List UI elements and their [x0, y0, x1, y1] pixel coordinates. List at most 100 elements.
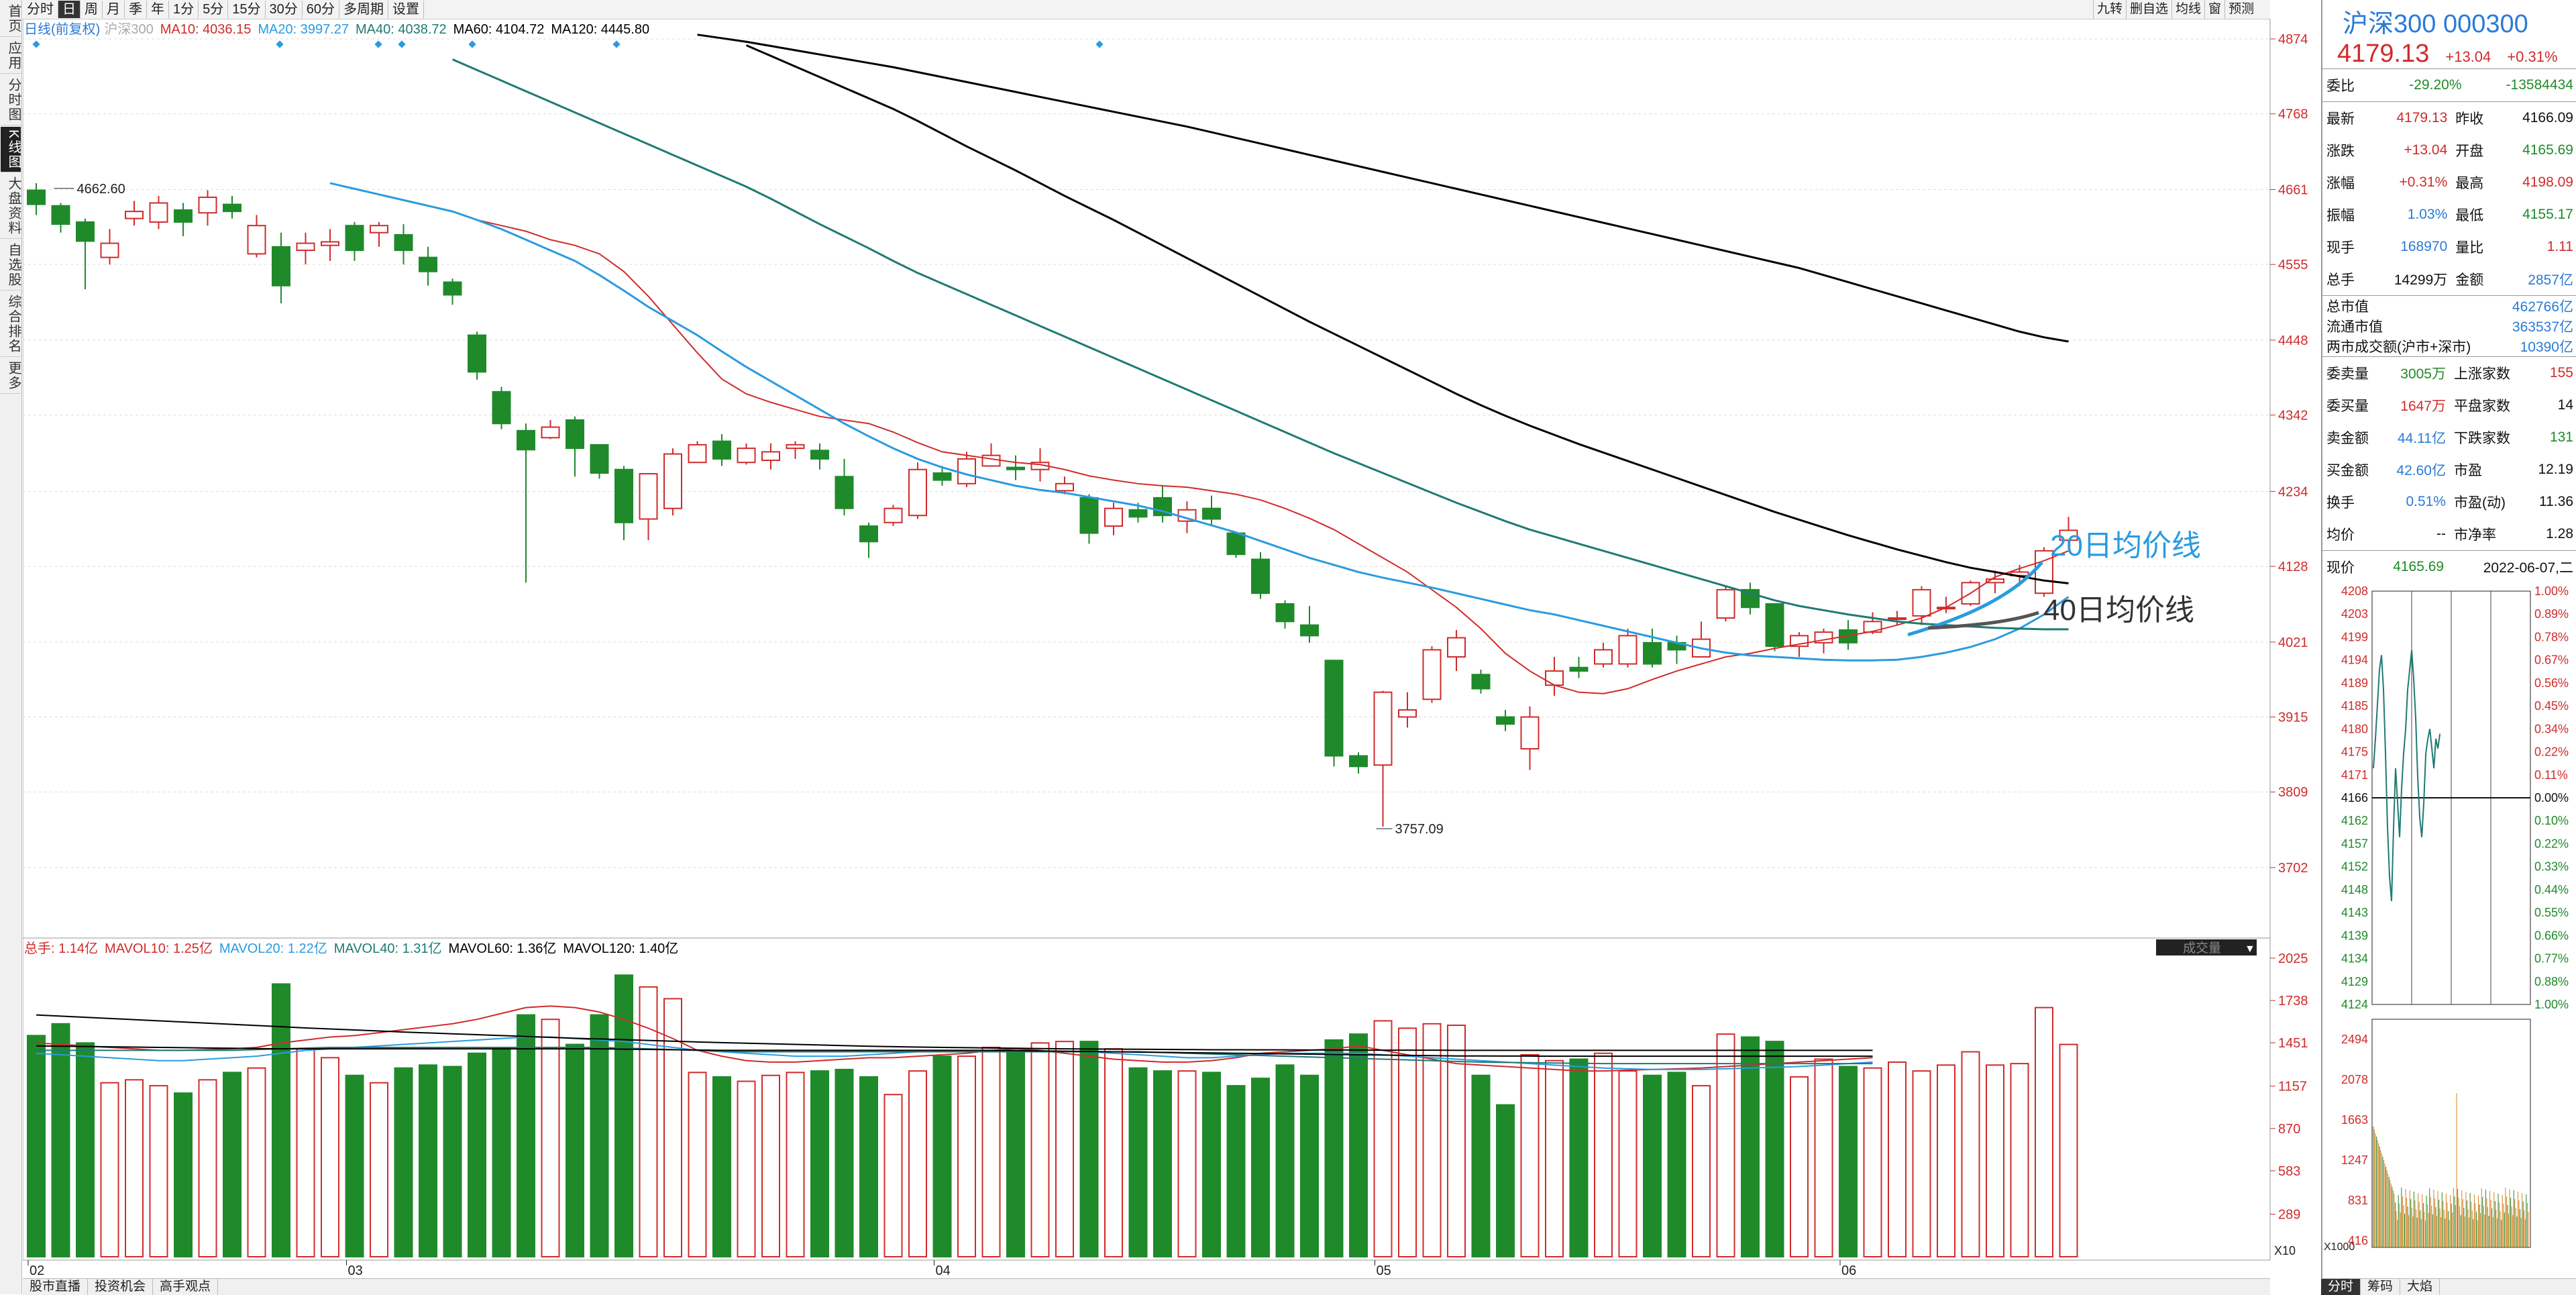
candle-body [1717, 590, 1735, 618]
left-nav-4[interactable]: 大盘资料 [1, 174, 21, 239]
legend-item: MA120: 4445.80 [551, 22, 649, 37]
quote-label: 均价 [2322, 518, 2382, 550]
y-tick-label: 4234 [2278, 484, 2308, 499]
right-bottom-tab-2[interactable]: 大焰 [2400, 1279, 2440, 1295]
candle-body [1105, 509, 1122, 526]
left-nav-6[interactable]: 综合排名 [1, 292, 21, 357]
left-nav-7[interactable]: 更多 [1, 358, 21, 394]
tool-button-0[interactable]: 九转 [2093, 0, 2126, 19]
period-tab-2[interactable]: 周 [80, 1, 103, 18]
volume-bar [223, 1072, 241, 1257]
left-nav-5[interactable]: 自选股 [1, 240, 21, 291]
y-tick-label: 3915 [2278, 711, 2308, 725]
candle-body [1546, 671, 1563, 685]
quote-label: 委卖量 [2322, 357, 2382, 390]
volume-bar [52, 1024, 70, 1257]
tool-button-1[interactable]: 删自选 [2126, 0, 2171, 19]
current-value: 4165.69 [2370, 551, 2448, 584]
volume-bar [1326, 1040, 1343, 1257]
volume-bar [1962, 1052, 1980, 1257]
quote-label: 总手 [2322, 263, 2370, 295]
candle-body [1766, 604, 1784, 646]
intraday-vol-tick: 831 [2348, 1194, 2368, 1207]
volume-bar [1472, 1076, 1490, 1257]
y-tick-label: 4874 [2278, 32, 2308, 47]
period-tab-1[interactable]: 日 [58, 1, 80, 18]
quote-value: 0.51% [2382, 486, 2450, 518]
period-tab-9[interactable]: 30分 [266, 1, 303, 18]
volume-bar [1350, 1034, 1367, 1257]
intraday-pct-tick: 1.00% [2534, 998, 2569, 1011]
volume-bar [1521, 1055, 1539, 1257]
period-tab-5[interactable]: 年 [147, 1, 169, 18]
volume-bar [1203, 1072, 1220, 1257]
intraday-vol-tick: 1663 [2341, 1113, 2368, 1127]
tool-button-3[interactable]: 窗 [2204, 0, 2224, 19]
intraday-price-tick: 4157 [2341, 837, 2368, 850]
bottom-tab-2[interactable]: 高手观点 [153, 1279, 218, 1295]
volume-bar [297, 1049, 315, 1257]
candle-body [566, 420, 584, 448]
weibi-diff: -13584434 [2466, 69, 2576, 102]
period-tab-8[interactable]: 15分 [228, 1, 265, 18]
period-tab-0[interactable]: 分时 [23, 1, 58, 18]
left-nav-1[interactable]: 应用 [1, 38, 21, 74]
bottom-tab-1[interactable]: 投资机会 [88, 1279, 153, 1295]
intraday-price-tick: 4175 [2341, 745, 2368, 759]
current-label: 现价 [2322, 551, 2370, 584]
left-nav-0[interactable]: 首页 [1, 1, 21, 37]
quote-label: 买金额 [2322, 454, 2382, 486]
volume-bar [664, 998, 682, 1257]
quote-panel: 沪深300 000300 4179.13 +13.04 +0.31% 委比 -2… [2321, 0, 2576, 1294]
ma20-annotation: 20日均价线 [2050, 529, 2201, 562]
quote-label: 量比 [2451, 231, 2499, 263]
intraday-price-tick: 4199 [2341, 630, 2368, 643]
period-tab-12[interactable]: 设置 [388, 1, 424, 18]
period-tab-6[interactable]: 1分 [169, 1, 199, 18]
intraday-vol-tick: 1247 [2341, 1153, 2368, 1167]
vol-tick-label: 870 [2278, 1122, 2300, 1137]
period-tab-11[interactable]: 多周期 [339, 1, 388, 18]
x-tick-label: 03 [348, 1263, 363, 1278]
volume-bar [983, 1047, 1000, 1257]
volume-bar [566, 1045, 584, 1257]
quote-label: 最高 [2451, 166, 2499, 199]
period-tab-4[interactable]: 季 [125, 1, 147, 18]
intraday-price-tick: 4185 [2341, 699, 2368, 713]
volume-bar [419, 1065, 437, 1257]
quote-value: 4165.69 [2500, 134, 2576, 166]
volume-bar [1056, 1041, 1073, 1257]
period-tab-10[interactable]: 60分 [303, 1, 339, 18]
period-tab-7[interactable]: 5分 [199, 1, 228, 18]
candle-body [1619, 635, 1637, 664]
quote-label: 上涨家数 [2450, 357, 2526, 390]
current-date: 2022-06-07,二 [2448, 551, 2576, 584]
quote-change: +13.04 [2445, 48, 2491, 66]
volume-bar [321, 1057, 339, 1257]
candle-body [1130, 510, 1147, 517]
cap-label: 流通市值 [2322, 316, 2498, 336]
candle-body [836, 476, 853, 508]
quote-value: 11.36 [2526, 486, 2576, 518]
candle-body [395, 235, 413, 250]
period-tab-3[interactable]: 月 [103, 1, 125, 18]
intraday-price-tick: 4180 [2341, 722, 2368, 735]
quote-value: +13.04 [2370, 134, 2451, 166]
volume-bar [787, 1072, 804, 1257]
tool-button-2[interactable]: 均线 [2171, 0, 2204, 19]
legend-item: MA10: 4036.15 [160, 22, 252, 37]
right-bottom-tab-1[interactable]: 筹码 [2361, 1279, 2400, 1295]
chevron-down-icon: ▼ [2245, 943, 2255, 955]
intraday-pct-tick: 0.22% [2534, 745, 2569, 759]
intraday-price-tick: 4148 [2341, 883, 2368, 896]
volume-bar [468, 1053, 486, 1257]
bottom-tab-0[interactable]: 股市直播 [23, 1279, 88, 1295]
candle-body [346, 225, 364, 250]
right-bottom-tab-0[interactable]: 分时 [2321, 1279, 2361, 1295]
left-nav-2[interactable]: 分时图 [1, 75, 21, 125]
cap-label: 总市值 [2322, 296, 2498, 317]
tool-button-4[interactable]: 预测 [2224, 0, 2257, 19]
left-nav-3[interactable]: K线图 [1, 127, 21, 172]
volume-bar [1790, 1077, 1808, 1257]
volume-bar [1864, 1068, 1882, 1257]
